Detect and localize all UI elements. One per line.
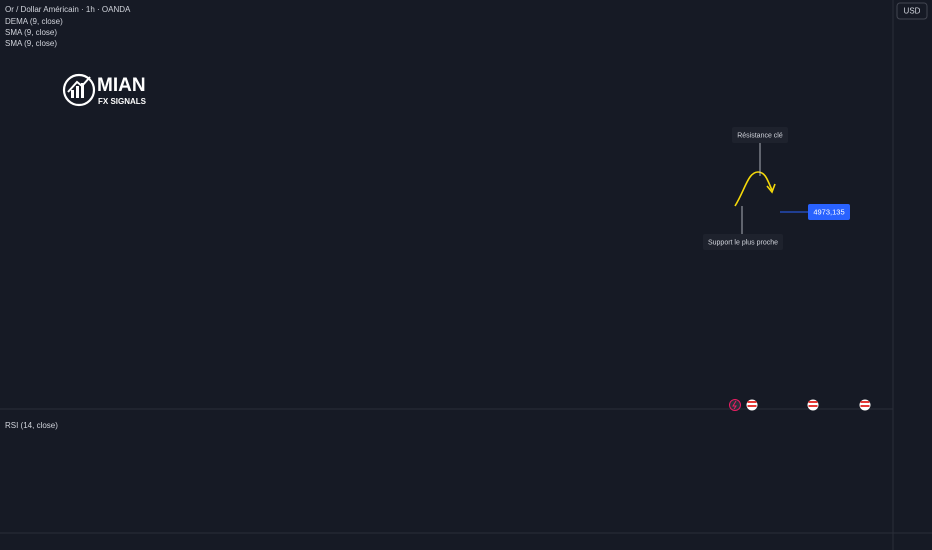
- indicator-label: SMA (9, close): [5, 39, 57, 48]
- logo-name: MIAN: [97, 75, 146, 96]
- currency-button[interactable]: [896, 2, 928, 20]
- currency-label[interactable]: USD: [904, 7, 921, 16]
- rsi-pane: [0, 410, 893, 533]
- indicator-label: SMA (9, close): [5, 28, 57, 37]
- chart-title: Or / Dollar Américain · 1h · OANDA: [5, 5, 131, 14]
- event-flag: [808, 401, 818, 403]
- annotation-text: Support le plus proche: [708, 239, 778, 246]
- logo-bar: [71, 90, 74, 98]
- event-flag: [860, 405, 870, 407]
- logo-arrow: [67, 76, 91, 93]
- event-icon[interactable]: [729, 399, 741, 411]
- event-icons: [729, 399, 871, 411]
- indicator-label: DEMA (9, close): [5, 17, 63, 26]
- logo-ring: [62, 73, 96, 107]
- projection-arrowhead: [766, 183, 776, 194]
- logo-bar: [81, 83, 84, 98]
- annotation-box: [703, 234, 783, 250]
- projection-curve: [734, 171, 773, 207]
- price-label-text: 4973,135: [813, 207, 844, 216]
- event-bolt: [732, 400, 737, 410]
- event-flag: [860, 401, 870, 403]
- event-flag: [747, 401, 757, 403]
- logo-tagline: FX SIGNALS: [98, 97, 147, 106]
- annotation-text: Résistance clé: [737, 132, 783, 139]
- annotation-box: [732, 127, 788, 143]
- rsi-title: RSI (14, close): [5, 421, 58, 430]
- price-label-box: [808, 204, 850, 220]
- event-flag: [747, 405, 757, 407]
- logo: MIAN FX SIGNALS: [62, 73, 147, 107]
- logo-bar: [76, 86, 79, 98]
- event-flag: [808, 405, 818, 407]
